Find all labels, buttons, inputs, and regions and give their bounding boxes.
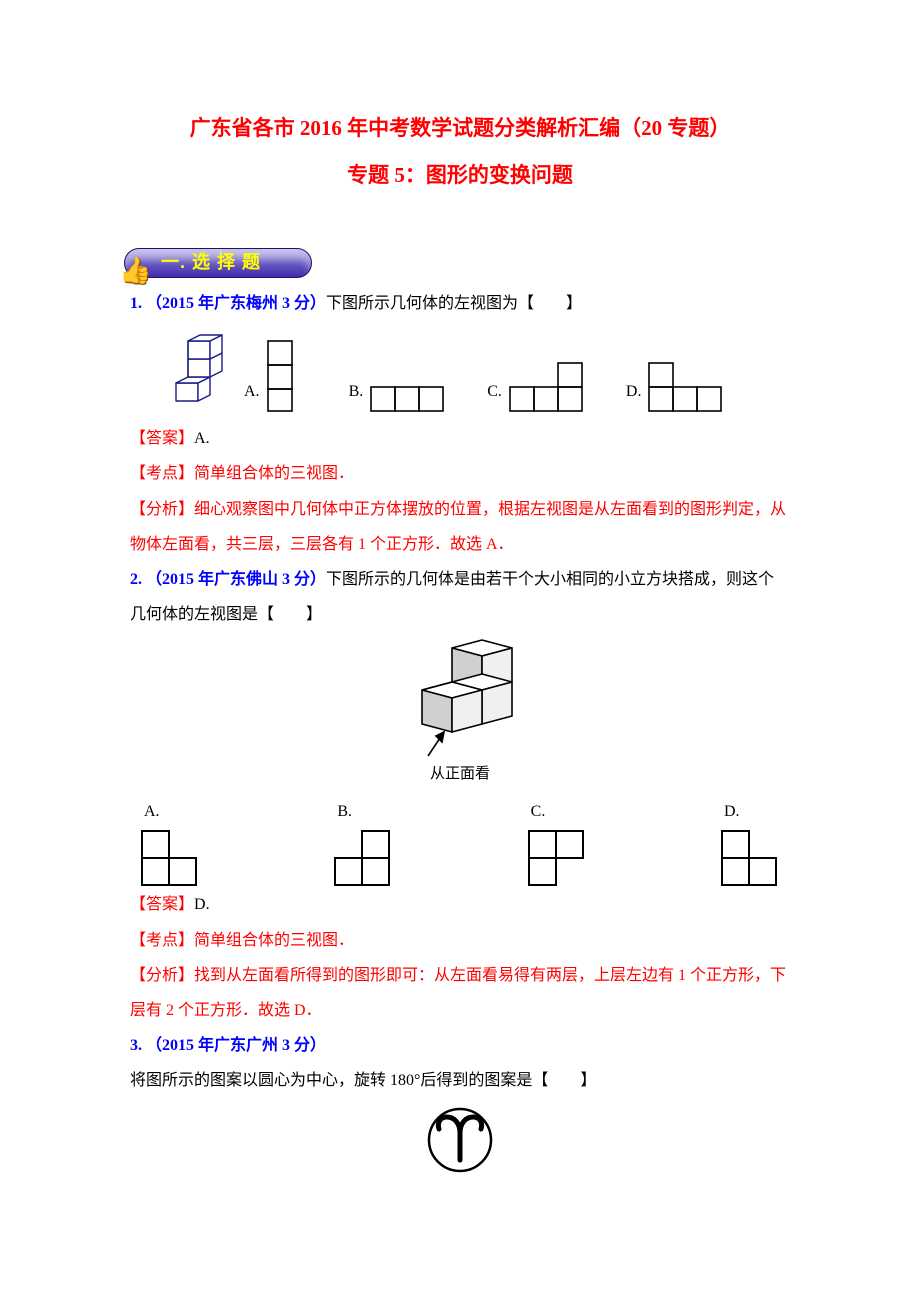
q2-source: （2015 年广东佛山 3 分） [146, 571, 326, 588]
q2-opt-a-figure [140, 829, 200, 887]
q2-opt-d-label: D. [724, 803, 740, 820]
q1-solid-figure [158, 325, 238, 413]
q1-answer: 【答案】A. [130, 421, 790, 456]
q2-opt-c-label: C. [531, 803, 546, 820]
q3-aries-figure [425, 1105, 495, 1175]
q1-opt-b-label: B. [349, 374, 364, 409]
q1-text: 下图所示几何体的左视图为【 】 [326, 295, 582, 312]
thumbs-up-icon: 👍 [119, 242, 151, 299]
q1-opt-c-figure [508, 361, 584, 413]
q2-opt-a-label: A. [144, 803, 160, 820]
q1-opt-b-figure [369, 385, 445, 413]
q2-opt-b-label: B. [337, 803, 352, 820]
q3-number: 3. [130, 1037, 142, 1054]
q1-stem: 1. （2015 年广东梅州 3 分）下图所示几何体的左视图为【 】 [130, 286, 790, 321]
q3-text: 将图所示的图案以圆心为中心，旋转 180°后得到的图案是【 】 [130, 1072, 596, 1089]
q1-opt-d-label: D. [626, 374, 642, 409]
q2-fenxi: 【分析】找到从左面看所得到的图形即可：从左面看易得有两层，上层左边有 1 个正方… [130, 958, 790, 1028]
q2-opt-c-figure [527, 829, 587, 887]
doc-title-main: 广东省各市 2016 年中考数学试题分类解析汇编（20 专题） [130, 110, 790, 148]
q2-answer: 【答案】D. [130, 887, 790, 922]
section-banner-text: 一. 选 择 题 [161, 243, 261, 283]
q1-opt-c-label: C. [487, 374, 502, 409]
q3-source: （2015 年广东广州 3 分） [146, 1037, 326, 1054]
q3-stem: 3. （2015 年广东广州 3 分） 将图所示的图案以圆心为中心，旋转 180°… [130, 1028, 790, 1098]
q1-opt-a-figure [266, 339, 294, 413]
q1-fenxi: 【分析】细心观察图中几何体中正方体摆放的位置，根据左视图是从左面看到的图形判定，… [130, 492, 790, 562]
q1-source: （2015 年广东梅州 3 分） [146, 295, 326, 312]
q2-opt-d-figure [720, 829, 780, 887]
section-banner: 一. 选 择 题 👍 [124, 248, 790, 278]
q2-solid-figure: 从正面看 [390, 638, 530, 788]
q1-options-row: A. B. C. D. [130, 325, 790, 413]
q2-arrow-label: 从正面看 [430, 765, 490, 782]
q2-kaodian: 【考点】简单组合体的三视图． [130, 923, 790, 958]
q2-number: 2. [130, 571, 142, 588]
q2-stem: 2. （2015 年广东佛山 3 分）下图所示的几何体是由若干个大小相同的小立方… [130, 562, 790, 632]
q2-options-row: A. B. C. [140, 794, 780, 887]
q2-opt-b-figure [333, 829, 393, 887]
q1-kaodian: 【考点】简单组合体的三视图． [130, 456, 790, 491]
q1-opt-d-figure [647, 361, 723, 413]
doc-title-sub: 专题 5：图形的变换问题 [130, 152, 790, 198]
q1-opt-a-label: A. [244, 374, 260, 409]
